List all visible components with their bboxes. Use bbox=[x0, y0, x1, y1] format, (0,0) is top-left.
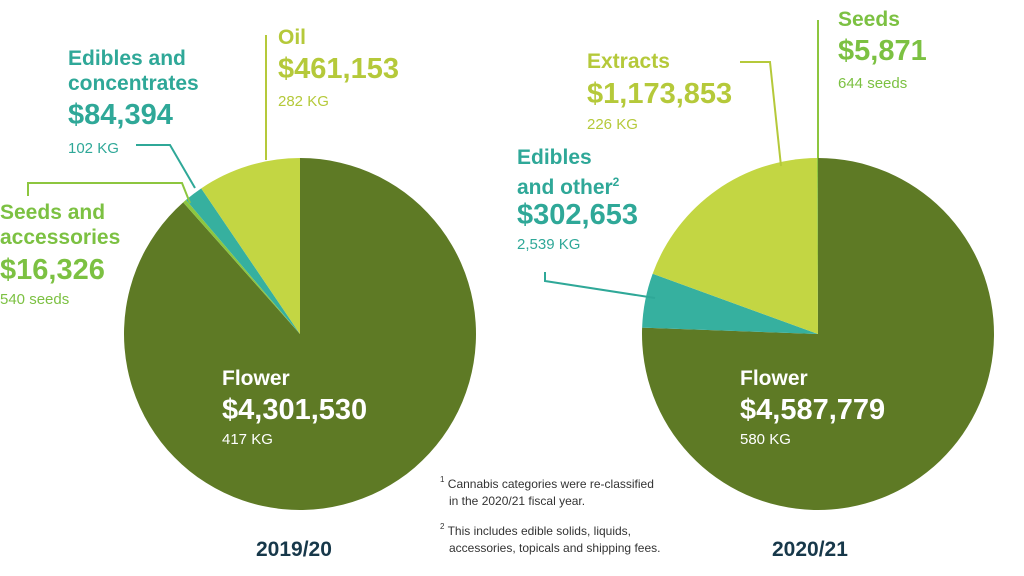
year-label-2019: 2019/20 bbox=[256, 538, 332, 561]
label-2019-oil-name: Oil bbox=[278, 26, 307, 49]
label-2019-seeds-value: $16,326 bbox=[0, 254, 105, 286]
label-2020-extracts-value: $1,173,853 bbox=[587, 78, 733, 110]
label-2020-extracts-qty: 226 KG bbox=[587, 116, 638, 133]
label-2019-flower-value: $4,301,530 bbox=[222, 394, 368, 426]
pie-2019-slice-oil bbox=[201, 158, 300, 334]
label-2020-seeds-value: $5,871 bbox=[838, 35, 927, 67]
label-2020-edibles-name: Edibles and other2 bbox=[517, 146, 620, 199]
label-2019-flower-name: Flower bbox=[222, 367, 290, 390]
footnote-2: 2 This includes edible solids, liquids, … bbox=[440, 522, 661, 555]
label-2020-edibles-qty: 2,539 KG bbox=[517, 236, 581, 253]
label-2020-flower-value: $4,587,779 bbox=[740, 394, 886, 426]
label-2019-edibles-name: Edibles and concentrates bbox=[68, 47, 199, 95]
label-2019-seeds-name: Seeds and accessories bbox=[0, 201, 121, 249]
leader-2019-seeds bbox=[27, 182, 191, 204]
pie-2020-slice-flower bbox=[642, 158, 995, 511]
footnote-1: 1 Cannabis categories were re-classified… bbox=[440, 475, 654, 508]
label-2019-flower-qty: 417 KG bbox=[222, 431, 273, 448]
leader-2019-edibles bbox=[136, 144, 196, 189]
label-2020-flower-name: Flower bbox=[740, 367, 808, 390]
label-2020-flower-qty: 580 KG bbox=[740, 431, 791, 448]
label-2020-extracts-name: Extracts bbox=[587, 50, 670, 73]
label-2020-seeds-qty: 644 seeds bbox=[838, 75, 908, 92]
pie-2020-slice-edibles-and-other bbox=[642, 273, 818, 334]
leader-2020-extracts bbox=[740, 61, 782, 167]
pie-2020-slice-extracts bbox=[652, 158, 818, 334]
pie-2019-slice-seeds-and-accessories bbox=[183, 199, 300, 334]
leader-2020-edibles bbox=[544, 272, 656, 299]
label-2020-edibles-value: $302,653 bbox=[517, 199, 638, 231]
footnote-mark: 2 bbox=[612, 175, 620, 189]
label-2019-edibles-qty: 102 KG bbox=[68, 140, 119, 157]
pie-2019-slice-flower bbox=[124, 158, 477, 511]
label-2019-edibles-value: $84,394 bbox=[68, 99, 173, 131]
pie-2019-slice-edibles-and-concentrates bbox=[185, 188, 300, 334]
label-2019-seeds-qty: 540 seeds bbox=[0, 291, 70, 308]
year-label-2020: 2020/21 bbox=[772, 538, 848, 561]
label-2020-seeds-name: Seeds bbox=[838, 8, 900, 31]
pie-2020-slice-seeds bbox=[816, 157, 818, 334]
label-2019-oil-qty: 282 KG bbox=[278, 93, 329, 110]
label-2019-oil-value: $461,153 bbox=[278, 53, 399, 85]
